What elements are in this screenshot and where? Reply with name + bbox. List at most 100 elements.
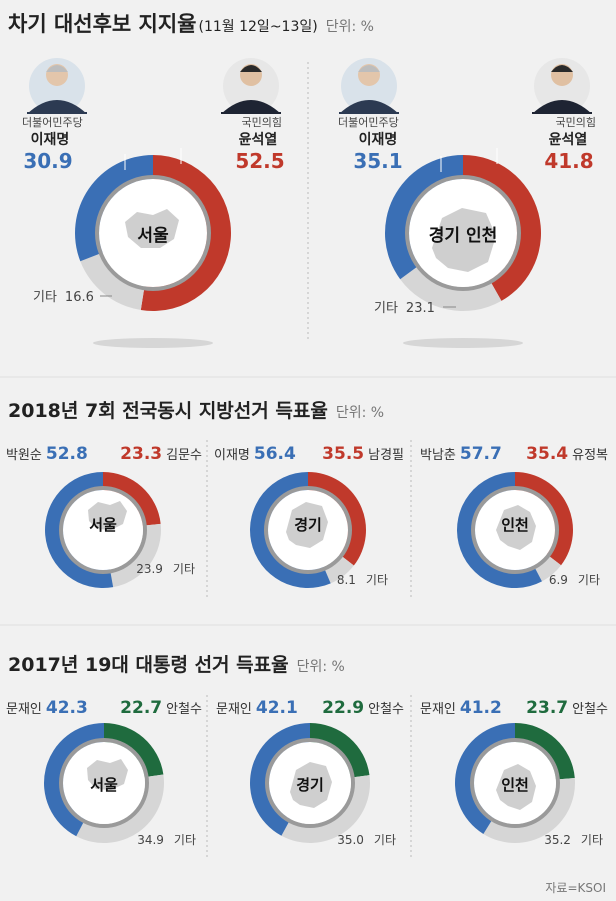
chart-2018-gyeonggi: 이재명 56.4 35.5 남경필 8.1 기타 경기 [214,444,404,588]
region-map-gyeonggi [290,762,332,808]
section-2-header: 2018년 7회 전국동시 지방선거 득표율 단위: % [8,400,384,422]
candidate-name-red: 남경필 [368,448,404,463]
value-other: 35.0 [337,833,364,847]
section-2-unit: 단위: % [336,405,384,421]
value-blue: 42.3 [46,698,88,718]
value-blue: 56.4 [254,444,296,464]
value-other: 34.9 [137,833,164,847]
value-green: 22.7 [120,698,162,718]
svg-text:35.2기타: 35.2 기타 [544,833,603,847]
other-label: 기타 [33,290,57,305]
region-map-incheon [496,505,536,550]
region-label: 경기 [294,516,322,534]
value-green: 22.9 [322,698,364,718]
section-2-title: 2018년 7회 전국동시 지방선거 득표율 [8,400,328,422]
section-3-title: 2017년 19대 대통령 선거 득표율 [8,654,289,676]
candidate-name-red: 김문수 [166,448,202,463]
value-other: 16.6 [65,290,94,305]
value-red: 52.5 [235,149,284,173]
inner-ring [59,486,147,574]
inner-ring [95,175,211,291]
region-map-gyeonggi [432,208,496,272]
other-label: 기타 [374,833,396,847]
party-label-red: 국민의힘 [556,116,596,129]
other-label: 기타 [578,573,600,587]
chart-2017-seoul: 문재인 42.3 22.7 안철수 34.9 기타 서울 [6,698,202,847]
party-label-blue: 더불어민주당 [22,116,83,129]
inner-ring [470,738,560,828]
party-label-blue: 더불어민주당 [338,116,399,129]
svg-text:차기 대선후보 지지율(11월 12일~13일)단위: %: 차기 대선후보 지지율 (11월 12일~13일) 단위: % [8,12,374,36]
value-red: 41.8 [544,149,593,173]
region-label: 인천 [501,776,529,794]
party-label-red: 국민의힘 [242,116,282,129]
svg-text:8.1기타: 8.1 기타 [337,573,388,587]
candidate-name-blue: 이재명 [359,131,398,148]
inner-ring [59,738,149,828]
value-blue: 35.1 [353,149,402,173]
svg-text:35.0기타: 35.0 기타 [337,833,396,847]
candidate-name-blue: 문재인 [216,702,252,717]
portrait-lee-right [339,58,399,114]
portrait-lee-left [27,58,87,114]
chart-2018-incheon: 박남춘 57.7 35.4 유정복 6.9 기타 인천 [420,444,608,588]
shadow [93,338,213,348]
svg-text:34.9기타: 34.9 기타 [137,833,196,847]
region-label: 서울 [137,226,169,246]
value-red: 23.3 [120,444,162,464]
candidate-name-blue: 박원순 [6,448,42,463]
region-map-gyeonggi [286,502,328,548]
other-label: 기타 [174,833,196,847]
region-label: 서울 [90,776,118,794]
region-map-seoul [125,209,179,248]
candidate-name-red: 유정복 [572,448,608,463]
candidate-name-green: 안철수 [572,702,608,717]
other-label: 기타 [173,562,195,576]
source-credit: 자료=KSOI [545,881,606,895]
region-label: 경기 [296,776,324,794]
region-map-seoul [87,759,128,790]
inner-ring [471,486,559,574]
candidate-name-green: 안철수 [368,702,404,717]
value-other: 8.1 [337,573,356,587]
value-red: 35.5 [322,444,364,464]
region-label: 경기 인천 [429,226,497,246]
value-blue: 57.7 [460,444,502,464]
svg-text:6.9기타: 6.9 기타 [549,573,600,587]
value-other: 35.2 [544,833,571,847]
portrait-yoon-left [221,58,281,114]
candidate-name-blue: 박남춘 [420,448,456,463]
region-label: 서울 [89,516,117,534]
inner-ring [264,486,352,574]
other-label: 기타 [581,833,603,847]
shadow [403,338,523,348]
inner-ring [265,738,355,828]
candidate-name-blue: 이재명 [31,131,70,148]
section-1-title: 차기 대선후보 지지율 [8,12,197,36]
region-map-seoul [88,501,127,530]
chart-poll-seoul: 더불어민주당 이재명 30.9 국민의힘 윤석열 52.5 기타 16.6 서울 [22,116,285,348]
chart-poll-gyeonggi-incheon: 더불어민주당 이재명 35.1 국민의힘 윤석열 41.8 기타 23.1 경기 … [338,116,596,348]
portrait-yoon-right [532,58,592,114]
section-3-header: 2017년 19대 대통령 선거 득표율 단위: % [8,654,345,676]
inner-ring [405,175,521,291]
other-label: 기타 [374,301,398,316]
value-other: 6.9 [549,573,568,587]
candidate-name-red: 윤석열 [549,131,588,148]
candidate-name-green: 안철수 [166,702,202,717]
